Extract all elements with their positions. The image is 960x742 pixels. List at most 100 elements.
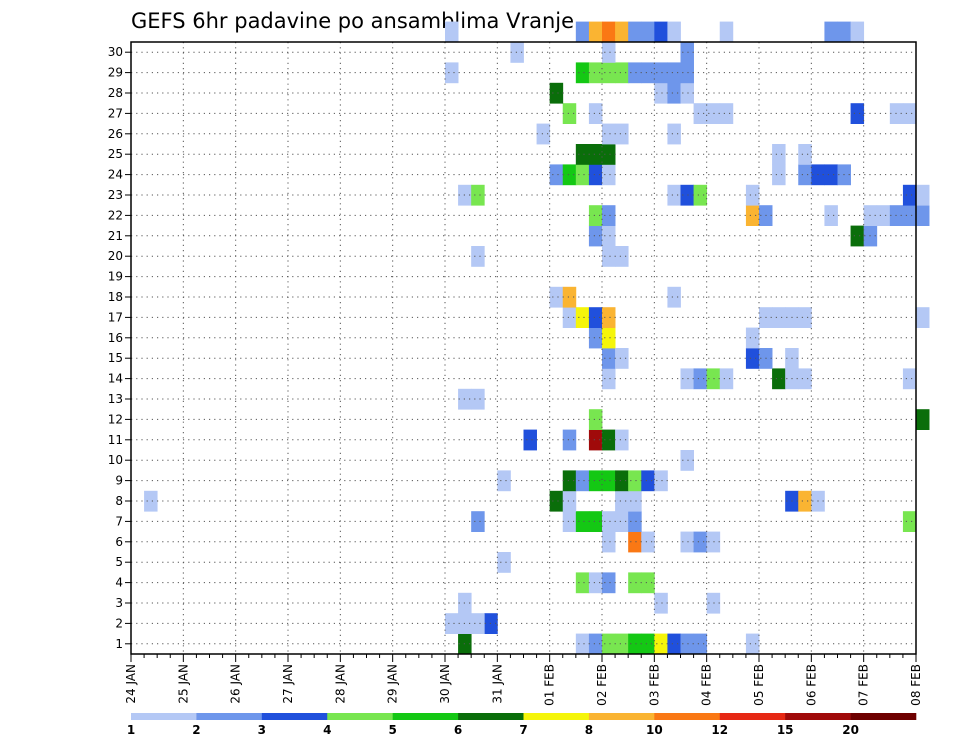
heatmap-cell [693, 184, 708, 206]
y-tick-label: 22 [108, 208, 123, 222]
heatmap-cell [575, 470, 590, 492]
heatmap-cell [667, 633, 681, 655]
heatmap-cell [641, 531, 655, 553]
heatmap-cell [562, 490, 577, 512]
heatmap-cell [745, 633, 760, 655]
y-tick-label: 18 [108, 290, 123, 304]
heatmap-cell [510, 42, 524, 63]
heatmap-cell [445, 21, 459, 43]
heatmap-cell [667, 62, 681, 84]
heatmap-cell [902, 184, 917, 206]
heatmap-cell [680, 368, 694, 390]
heatmap-cell [876, 205, 891, 226]
heatmap-cell [471, 388, 485, 410]
heatmap-cell [575, 572, 590, 594]
heatmap-cell [602, 470, 616, 492]
heatmap-cell [654, 82, 668, 104]
chart-title: GEFS 6hr padavine po ansamblima Vranje [131, 9, 574, 33]
heatmap-cell [575, 164, 590, 186]
heatmap-cell [602, 42, 616, 63]
y-tick-label: 12 [108, 412, 123, 426]
x-tick-label: 01 FEB [543, 664, 557, 706]
y-tick-label: 16 [108, 331, 123, 345]
colorbar: 1 2 3 4 5 6 7 8 10 12 15 20 [127, 713, 917, 737]
heatmap-cell [602, 429, 616, 451]
heatmap-cell [602, 21, 616, 43]
heatmap-cell [916, 409, 930, 430]
heatmap-cell [602, 511, 616, 532]
colorbar-swatch [523, 713, 590, 720]
heatmap-cell [798, 490, 812, 512]
y-tick-label: 2 [115, 616, 123, 630]
heatmap-cell [588, 633, 603, 655]
heatmap-cell [680, 184, 694, 206]
heatmap-cell [772, 368, 786, 390]
y-tick-label: 6 [115, 535, 123, 549]
heatmap-cell [471, 613, 485, 634]
heatmap-cell [680, 450, 694, 471]
y-tick-label: 14 [108, 372, 123, 386]
heatmap-cell [588, 511, 603, 532]
heatmap-cell [602, 205, 616, 226]
y-tick-label: 26 [108, 127, 123, 141]
x-tick-label: 02 FEB [595, 664, 609, 706]
x-tick-label: 06 FEB [804, 664, 818, 706]
heatmap-cell [719, 21, 734, 43]
y-tick-label: 8 [115, 494, 123, 508]
heatmap-cell [628, 62, 642, 84]
x-tick-label: 03 FEB [647, 664, 661, 706]
heatmap-cell [745, 184, 760, 206]
colorbar-label: 15 [777, 723, 794, 737]
y-tick-label: 11 [108, 433, 123, 447]
heatmap-cell [602, 307, 616, 328]
colorbar-swatch [850, 713, 917, 720]
heatmap-cell [902, 368, 917, 390]
colorbar-label: 8 [585, 723, 593, 737]
heatmap-cell [745, 205, 760, 226]
heatmap-cell [588, 62, 603, 84]
heatmap-cell [667, 286, 681, 308]
x-tick-label: 31 JAN [490, 664, 504, 704]
colorbar-label: 3 [258, 723, 266, 737]
heatmap-cell [772, 164, 786, 186]
heatmap-cell [667, 21, 681, 43]
y-tick-label: 3 [115, 596, 123, 610]
heatmap-cell [615, 490, 629, 512]
heatmap-cell [602, 572, 616, 594]
heatmap-cell [837, 21, 851, 43]
x-axis: 24 JAN 25 JAN 26 JAN 27 JAN 28 JAN 29 JAN 30 J… [124, 654, 923, 706]
heatmap-cell [824, 164, 838, 186]
heatmap-cell [615, 62, 629, 84]
heatmap-cell [615, 246, 629, 267]
y-axis: 1234567891011121314151617181920212223242… [108, 45, 131, 651]
heatmap-cell [588, 470, 603, 492]
heatmap-cell [693, 531, 708, 553]
heatmap-cell [144, 490, 158, 512]
heatmap-cell [916, 205, 930, 226]
y-tick-label: 25 [108, 147, 123, 161]
heatmap-cell [680, 633, 694, 655]
heatmap-cell [549, 164, 564, 186]
heatmap-cell [628, 531, 642, 553]
heatmap-cell [588, 21, 603, 43]
heatmap-cell [916, 307, 930, 328]
heatmap-cell [536, 123, 551, 145]
heatmap-cell [602, 327, 616, 349]
heatmap-cell [772, 307, 786, 328]
heatmap-cell [798, 368, 812, 390]
colorbar-label: 6 [454, 723, 462, 737]
x-tick-label: 29 JAN [386, 664, 400, 704]
heatmap-cell [628, 21, 642, 43]
heatmap-cell [850, 225, 865, 247]
x-tick-label: 30 JAN [438, 664, 452, 704]
heatmap-cell [667, 123, 681, 145]
colorbar-swatch [131, 713, 197, 720]
heatmap-cell [562, 470, 577, 492]
y-tick-label: 24 [108, 168, 123, 182]
heatmap-cell [693, 103, 708, 124]
heatmap-cell [471, 511, 485, 532]
x-tick-label: 04 FEB [700, 664, 714, 706]
y-tick-label: 4 [115, 576, 123, 590]
heatmap-cell [588, 164, 603, 186]
